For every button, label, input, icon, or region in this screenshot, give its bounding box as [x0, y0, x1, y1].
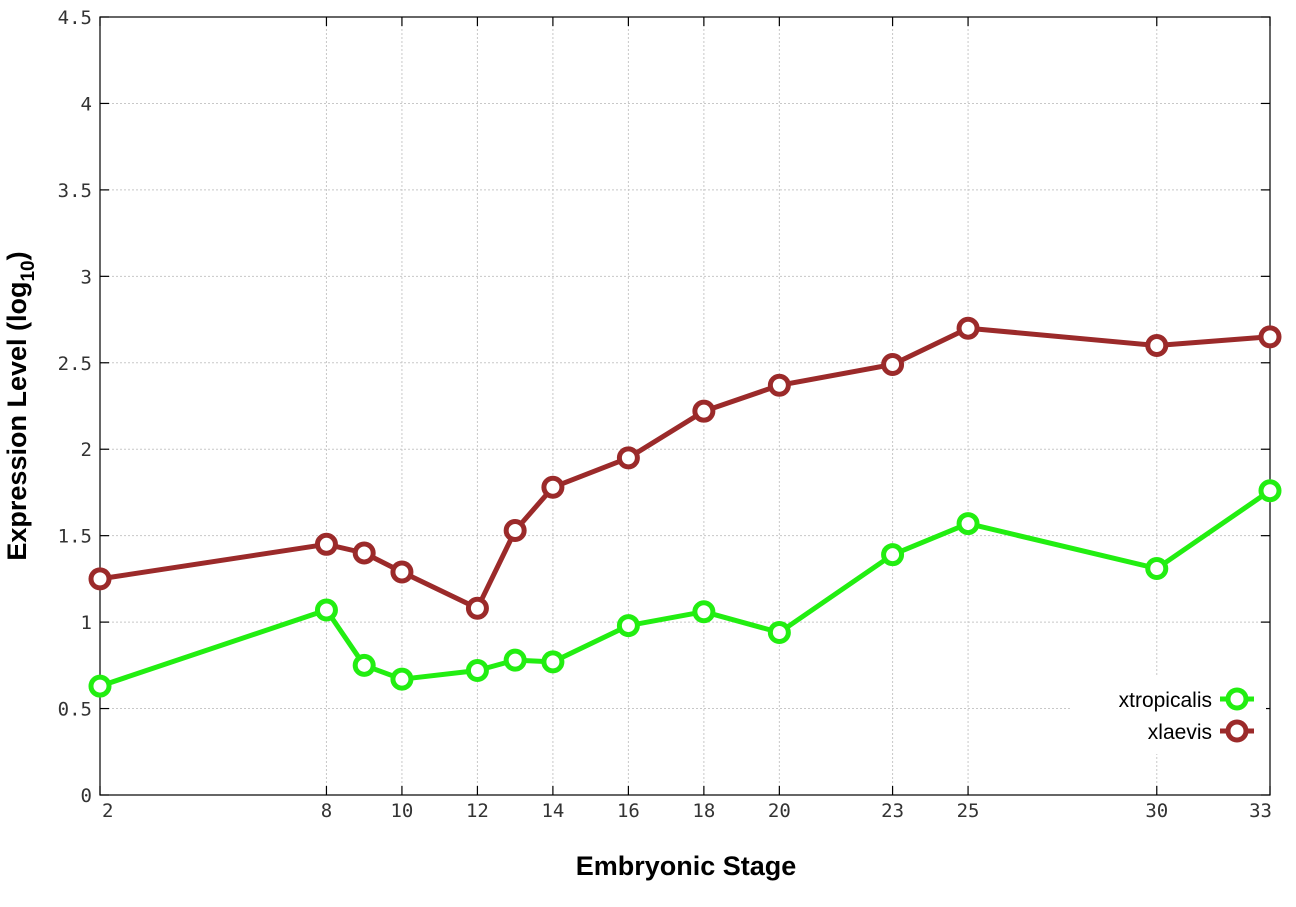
y-tick-labels: 0 0.5 1 1.5 2 2.5 3 3.5 4 4.5 [58, 7, 92, 807]
legend-entry-xtropicalis: xtropicalis [1119, 687, 1254, 712]
legend-marker-swatch [1225, 719, 1249, 743]
x-tick-label: 16 [617, 800, 640, 822]
y-tick-label: 3.5 [58, 180, 92, 202]
data-point-xlaevis [390, 560, 414, 584]
series-layer [88, 316, 1282, 698]
data-point-xtropicalis [314, 598, 338, 622]
data-point-xlaevis [352, 541, 376, 565]
data-point-xlaevis [88, 567, 112, 591]
legend-label: xtropicalis [1119, 689, 1212, 712]
data-point-xlaevis [767, 373, 791, 397]
legend-label: xlaevis [1148, 721, 1212, 744]
y-tick-label: 0.5 [58, 699, 92, 721]
x-tick-label: 18 [692, 800, 715, 822]
y-tick-label: 1.5 [58, 526, 92, 548]
data-point-xtropicalis [88, 674, 112, 698]
data-point-xtropicalis [503, 648, 527, 672]
x-tick-label: 10 [390, 800, 413, 822]
legend-entry-xlaevis: xlaevis [1148, 719, 1254, 744]
data-point-xtropicalis [352, 653, 376, 677]
y-tick-label: 3 [81, 266, 92, 288]
plot-frame [99, 16, 1271, 796]
x-tick-label: 30 [1145, 800, 1168, 822]
data-point-xtropicalis [956, 512, 980, 536]
data-point-xlaevis [616, 446, 640, 470]
x-tick-label: 2 [102, 800, 113, 822]
data-point-xtropicalis [541, 650, 565, 674]
x-tick-label: 8 [321, 800, 332, 822]
data-point-xlaevis [503, 518, 527, 542]
data-point-xtropicalis [1258, 479, 1282, 503]
data-point-xlaevis [1258, 325, 1282, 349]
axis-ticks [99, 16, 1271, 796]
y-tick-label: 4 [81, 93, 92, 115]
series-xlaevis [88, 316, 1282, 620]
data-point-xtropicalis [692, 600, 716, 624]
y-axis-title: Expression Level (log10) [2, 251, 39, 560]
data-point-xtropicalis [465, 659, 489, 683]
y-axis-title-main: Expression Level (log [2, 282, 32, 561]
y-tick-label: 2.5 [58, 353, 92, 375]
y-axis-title-suffix: ) [2, 251, 32, 260]
data-point-xtropicalis [616, 614, 640, 638]
data-point-xtropicalis [767, 620, 791, 644]
x-tick-label: 12 [466, 800, 489, 822]
x-tick-label: 23 [881, 800, 904, 822]
series-xtropicalis [88, 479, 1282, 698]
data-point-xlaevis [465, 596, 489, 620]
y-tick-label: 1 [81, 612, 92, 634]
x-tick-label: 25 [957, 800, 980, 822]
x-axis-title: Embryonic Stage [576, 851, 797, 881]
legend: xtropicalis xlaevis [1072, 676, 1266, 754]
data-point-xlaevis [692, 399, 716, 423]
y-axis-title-subscript: 10 [18, 260, 39, 281]
x-tick-label: 14 [541, 800, 564, 822]
data-point-xtropicalis [881, 543, 905, 567]
y-tick-label: 4.5 [58, 7, 92, 29]
x-tick-label: 20 [768, 800, 791, 822]
y-tick-label: 0 [81, 785, 92, 807]
legend-marker-swatch [1225, 687, 1249, 711]
data-point-xlaevis [881, 353, 905, 377]
data-point-xlaevis [541, 475, 565, 499]
data-point-xtropicalis [390, 667, 414, 691]
x-tick-labels: 2 8 10 12 14 16 18 20 23 25 30 33 [102, 800, 1272, 822]
x-tick-label: 33 [1249, 800, 1272, 822]
y-tick-label: 2 [81, 439, 92, 461]
data-point-xlaevis [1145, 333, 1169, 357]
data-point-xtropicalis [1145, 557, 1169, 581]
data-point-xlaevis [314, 532, 338, 556]
data-point-xlaevis [956, 316, 980, 340]
